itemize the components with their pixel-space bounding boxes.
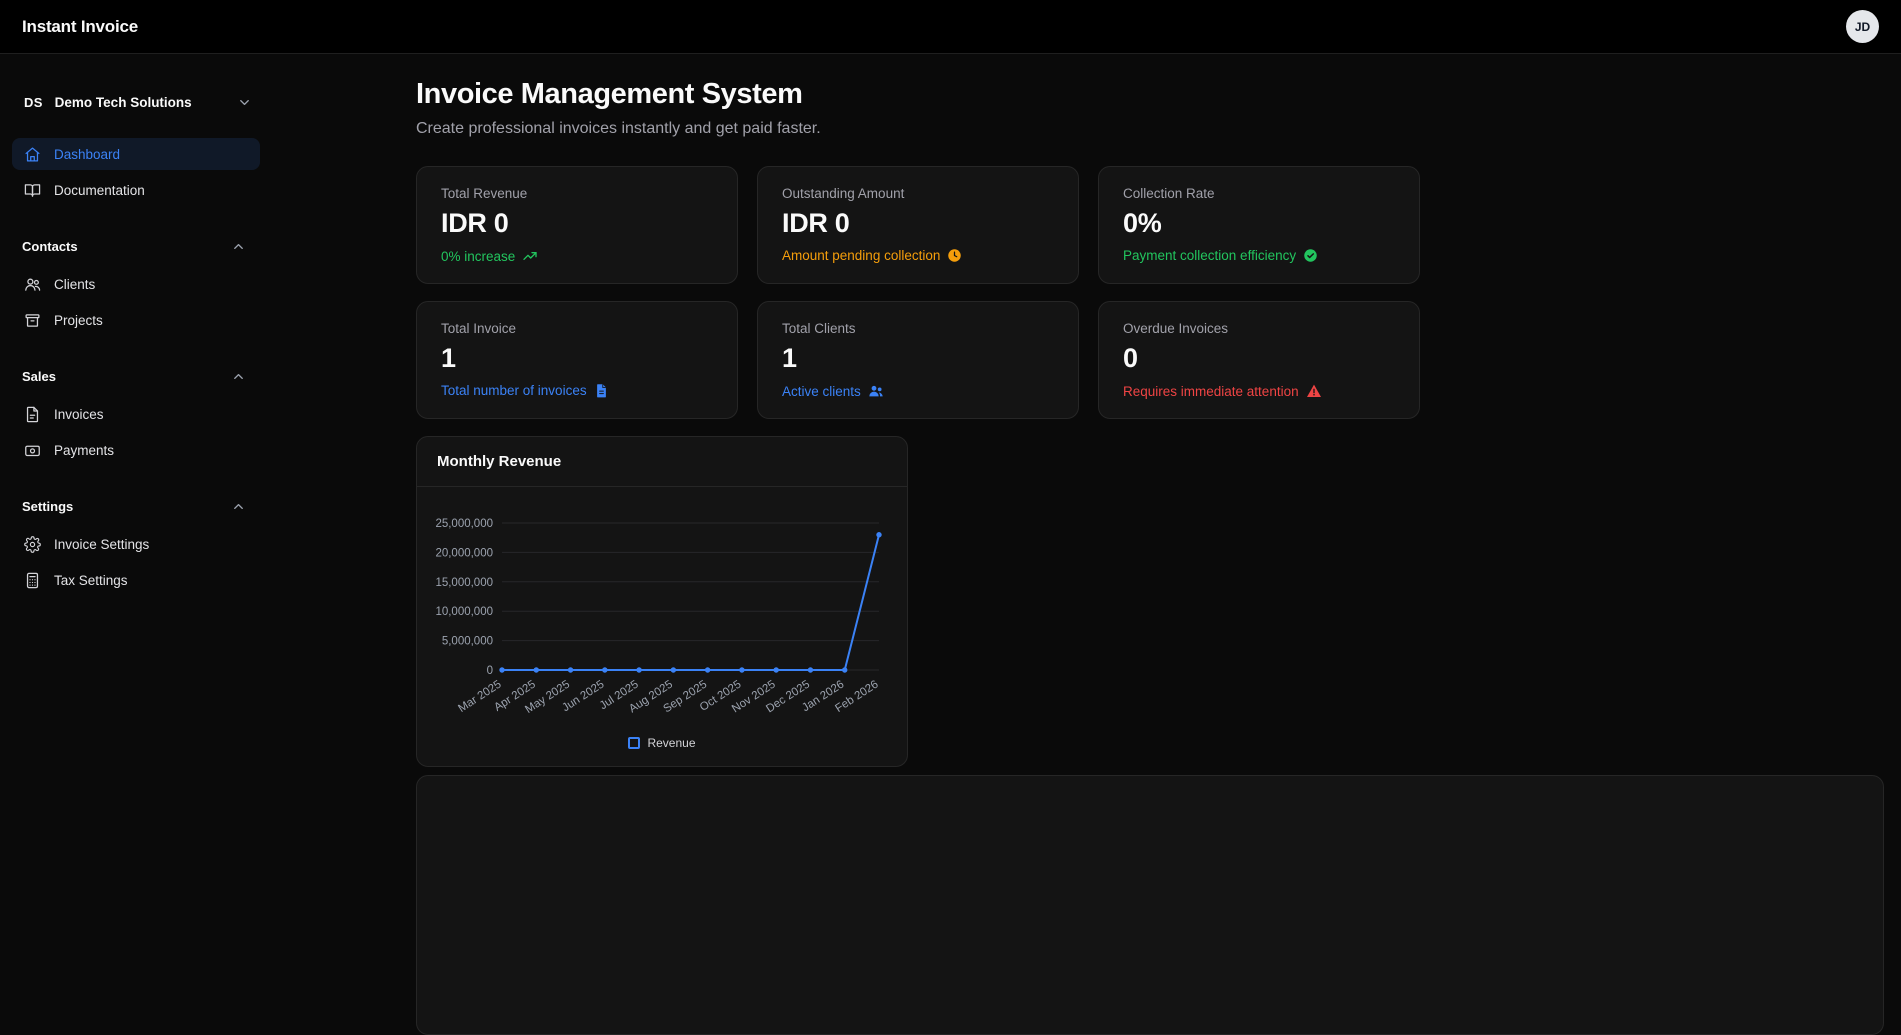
sidebar-item-documentation[interactable]: Documentation — [12, 174, 260, 206]
section-label: Settings — [22, 499, 73, 514]
svg-text:15,000,000: 15,000,000 — [435, 577, 493, 589]
stat-value: IDR 0 — [782, 208, 1054, 239]
stat-note: Active clients — [782, 383, 1054, 399]
stat-note-text: Amount pending collection — [782, 248, 940, 263]
nav-label: Documentation — [54, 183, 145, 198]
stat-note-text: 0% increase — [441, 249, 515, 264]
stat-value: 0% — [1123, 208, 1395, 239]
stat-value: 1 — [782, 343, 1054, 374]
legend-label: Revenue — [647, 736, 695, 750]
org-initials: DS — [24, 95, 43, 110]
sidebar-section-settings[interactable]: Settings — [12, 496, 260, 516]
users-icon — [868, 383, 884, 399]
gear-icon — [24, 536, 41, 553]
stat-label: Total Revenue — [441, 186, 713, 201]
chevron-down-icon — [237, 95, 252, 110]
stat-note: Total number of invoices — [441, 383, 713, 398]
chevron-up-icon — [231, 369, 246, 384]
users-icon — [24, 276, 41, 293]
archive-box-icon — [24, 312, 41, 329]
stat-note-text: Requires immediate attention — [1123, 384, 1299, 399]
calculator-icon — [24, 572, 41, 589]
trending-up-icon — [522, 248, 538, 264]
org-name: Demo Tech Solutions — [55, 95, 225, 110]
stat-note: Amount pending collection — [782, 248, 1054, 263]
clock-icon — [947, 248, 962, 263]
svg-text:20,000,000: 20,000,000 — [435, 547, 493, 559]
sidebar-section-contacts[interactable]: Contacts — [12, 236, 260, 256]
file-text-icon — [24, 406, 41, 423]
stat-card-collection-rate: Collection Rate 0% Payment collection ef… — [1098, 166, 1420, 284]
stat-card-outstanding-amount: Outstanding Amount IDR 0 Amount pending … — [757, 166, 1079, 284]
legend-swatch-icon — [628, 737, 640, 749]
monthly-revenue-line-chart: 0 5,000,000 10,000,000 15,000,000 20,000,000… — [427, 499, 895, 729]
top-bar: Instant Invoice JD — [0, 0, 1901, 54]
nav-label: Tax Settings — [54, 573, 128, 588]
sidebar-nav: Dashboard Documentation Contacts Clients — [12, 138, 260, 596]
check-circle-icon — [1303, 248, 1318, 263]
sidebar: DS Demo Tech Solutions Dashboard Documen… — [0, 54, 270, 939]
nav-label: Dashboard — [54, 147, 120, 162]
monthly-revenue-card: Monthly Revenue 0 5,000,000 10,000,000 15,0… — [416, 436, 908, 767]
svg-text:10,000,000: 10,000,000 — [435, 606, 493, 618]
chevron-up-icon — [231, 239, 246, 254]
sidebar-item-clients[interactable]: Clients — [12, 268, 260, 300]
page-title: Invoice Management System — [416, 78, 1884, 111]
nav-label: Payments — [54, 443, 114, 458]
org-switcher[interactable]: DS Demo Tech Solutions — [12, 88, 260, 116]
app-brand: Instant Invoice — [22, 17, 138, 37]
chevron-up-icon — [231, 499, 246, 514]
book-open-icon — [24, 182, 41, 199]
stat-note-text: Payment collection efficiency — [1123, 248, 1296, 263]
page-subtitle: Create professional invoices instantly a… — [416, 120, 1884, 138]
sidebar-item-payments[interactable]: Payments — [12, 434, 260, 466]
nav-label: Invoice Settings — [54, 537, 149, 552]
stat-note: Requires immediate attention — [1123, 383, 1395, 399]
sidebar-item-dashboard[interactable]: Dashboard — [12, 138, 260, 170]
stat-label: Total Clients — [782, 321, 1054, 336]
sidebar-section-sales[interactable]: Sales — [12, 366, 260, 386]
home-icon — [24, 146, 41, 163]
stat-label: Collection Rate — [1123, 186, 1395, 201]
sidebar-item-tax-settings[interactable]: Tax Settings — [12, 564, 260, 596]
svg-text:0: 0 — [487, 665, 493, 677]
stat-card-total-revenue: Total Revenue IDR 0 0% increase — [416, 166, 738, 284]
sidebar-item-projects[interactable]: Projects — [12, 304, 260, 336]
next-section-card-partial — [416, 775, 1884, 1035]
sidebar-item-invoice-settings[interactable]: Invoice Settings — [12, 528, 260, 560]
stat-value: 0 — [1123, 343, 1395, 374]
stats-grid: Total Revenue IDR 0 0% increase Outstand… — [416, 166, 1884, 419]
main-content: Invoice Management System Create profess… — [416, 54, 1884, 939]
stat-label: Outstanding Amount — [782, 186, 1054, 201]
sidebar-item-invoices[interactable]: Invoices — [12, 398, 260, 430]
user-avatar[interactable]: JD — [1846, 10, 1879, 43]
stat-value: IDR 0 — [441, 208, 713, 239]
stat-label: Overdue Invoices — [1123, 321, 1395, 336]
file-icon — [594, 383, 609, 398]
alert-triangle-icon — [1306, 383, 1322, 399]
section-label: Contacts — [22, 239, 78, 254]
stat-card-total-invoice: Total Invoice 1 Total number of invoices — [416, 301, 738, 419]
stat-value: 1 — [441, 343, 713, 374]
stat-note: Payment collection efficiency — [1123, 248, 1395, 263]
chart-body: 0 5,000,000 10,000,000 15,000,000 20,000,000… — [417, 487, 907, 766]
stat-note-text: Active clients — [782, 384, 861, 399]
chart-title: Monthly Revenue — [417, 437, 907, 487]
cash-icon — [24, 442, 41, 459]
stat-note: 0% increase — [441, 248, 713, 264]
chart-legend-revenue[interactable]: Revenue — [427, 734, 897, 764]
nav-label: Projects — [54, 313, 103, 328]
nav-label: Invoices — [54, 407, 104, 422]
nav-label: Clients — [54, 277, 95, 292]
stat-card-total-clients: Total Clients 1 Active clients — [757, 301, 1079, 419]
stat-label: Total Invoice — [441, 321, 713, 336]
svg-text:5,000,000: 5,000,000 — [442, 636, 493, 648]
stat-note-text: Total number of invoices — [441, 383, 587, 398]
stat-card-overdue-invoices: Overdue Invoices 0 Requires immediate at… — [1098, 301, 1420, 419]
section-label: Sales — [22, 369, 56, 384]
svg-text:25,000,000: 25,000,000 — [435, 518, 493, 530]
